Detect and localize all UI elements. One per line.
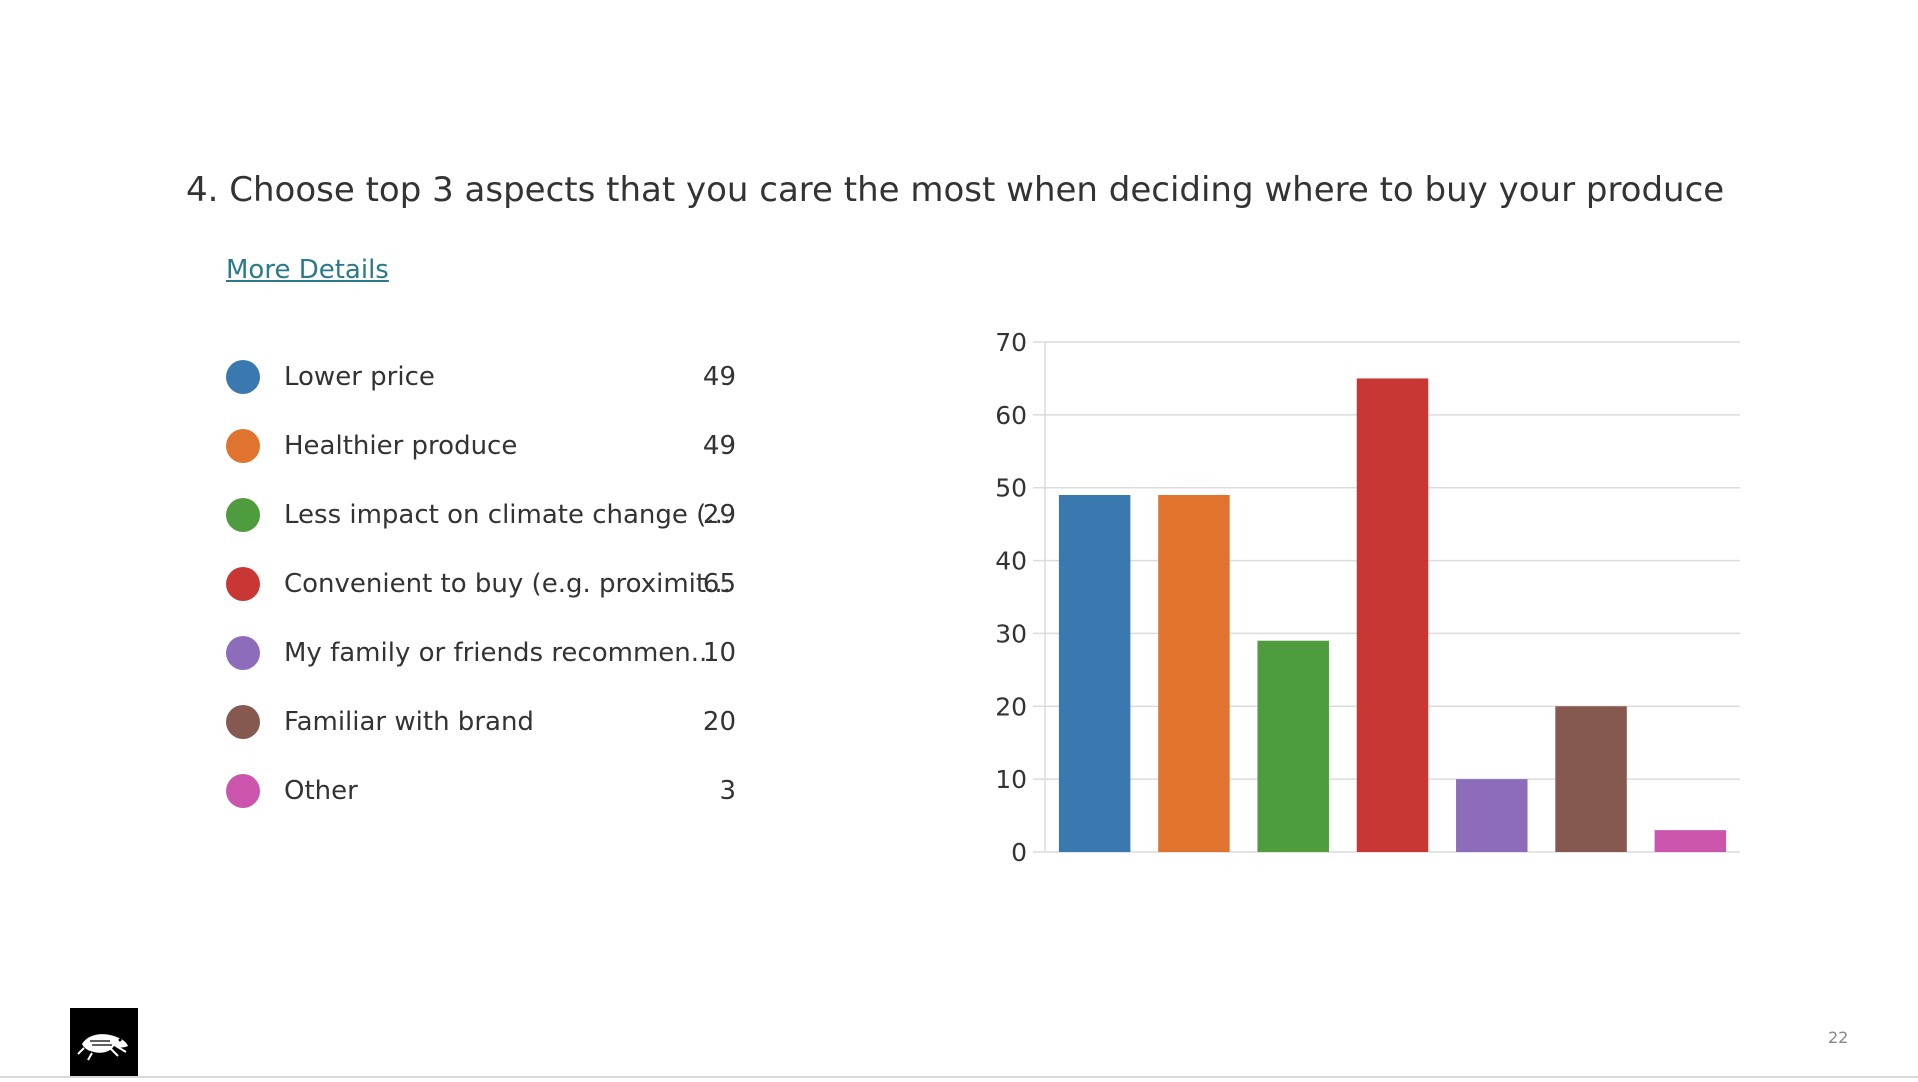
page-number: 22	[1828, 1028, 1849, 1047]
legend-label: Lower price	[284, 362, 435, 392]
bar	[1158, 495, 1230, 852]
legend-dot	[226, 705, 260, 739]
legend-label: Healthier produce	[284, 431, 518, 461]
frog-logo-icon	[77, 1034, 128, 1061]
legend-dot	[226, 774, 260, 808]
slide-title: 4. Choose top 3 aspects that you care th…	[186, 170, 1725, 210]
legend-label: Convenient to buy (e.g. proximit...	[284, 569, 731, 599]
logo	[70, 1008, 138, 1078]
legend-count: 20	[702, 707, 736, 737]
legend-dot	[226, 429, 260, 463]
legend-count: 29	[702, 500, 736, 530]
bar	[1555, 706, 1627, 852]
y-tick-label: 40	[995, 547, 1027, 576]
legend-item: My family or friends recommen... 10	[226, 636, 736, 705]
legend-label: Familiar with brand	[284, 707, 534, 737]
legend-dot	[226, 636, 260, 670]
more-details-link[interactable]: More Details	[226, 255, 389, 285]
legend-count: 10	[702, 638, 736, 668]
bar	[1654, 830, 1727, 852]
legend-dot	[226, 567, 260, 601]
legend-item: Other 3	[226, 774, 736, 843]
y-tick-label: 10	[995, 765, 1027, 794]
legend-count: 3	[719, 776, 736, 806]
legend-item: Familiar with brand 20	[226, 705, 736, 774]
bar	[1257, 640, 1329, 852]
bottom-divider	[0, 1076, 1918, 1078]
bar	[1058, 495, 1131, 852]
bar-chart: 0 10 20 30 40 50 60 70	[995, 328, 1740, 867]
bar	[1356, 378, 1429, 852]
legend-label: Other	[284, 776, 358, 806]
legend-dot	[226, 498, 260, 532]
y-tick-label: 0	[1011, 838, 1027, 867]
legend-label: My family or friends recommen...	[284, 638, 716, 668]
chart-legend: Lower price 49 Healthier produce 49 Less…	[226, 360, 736, 843]
bar	[1456, 779, 1528, 852]
legend-item: Healthier produce 49	[226, 429, 736, 498]
y-tick-label: 30	[995, 619, 1027, 648]
legend-count: 49	[702, 362, 736, 392]
legend-item: Convenient to buy (e.g. proximit... 65	[226, 567, 736, 636]
y-tick-label: 60	[995, 401, 1027, 430]
legend-item: Less impact on climate change (... 29	[226, 498, 736, 567]
legend-count: 65	[702, 569, 736, 599]
legend-dot	[226, 360, 260, 394]
y-tick-label: 20	[995, 692, 1027, 721]
y-tick-label: 70	[995, 328, 1027, 357]
legend-count: 49	[702, 431, 736, 461]
y-tick-label: 50	[995, 474, 1027, 503]
legend-item: Lower price 49	[226, 360, 736, 429]
legend-label: Less impact on climate change (...	[284, 500, 732, 530]
